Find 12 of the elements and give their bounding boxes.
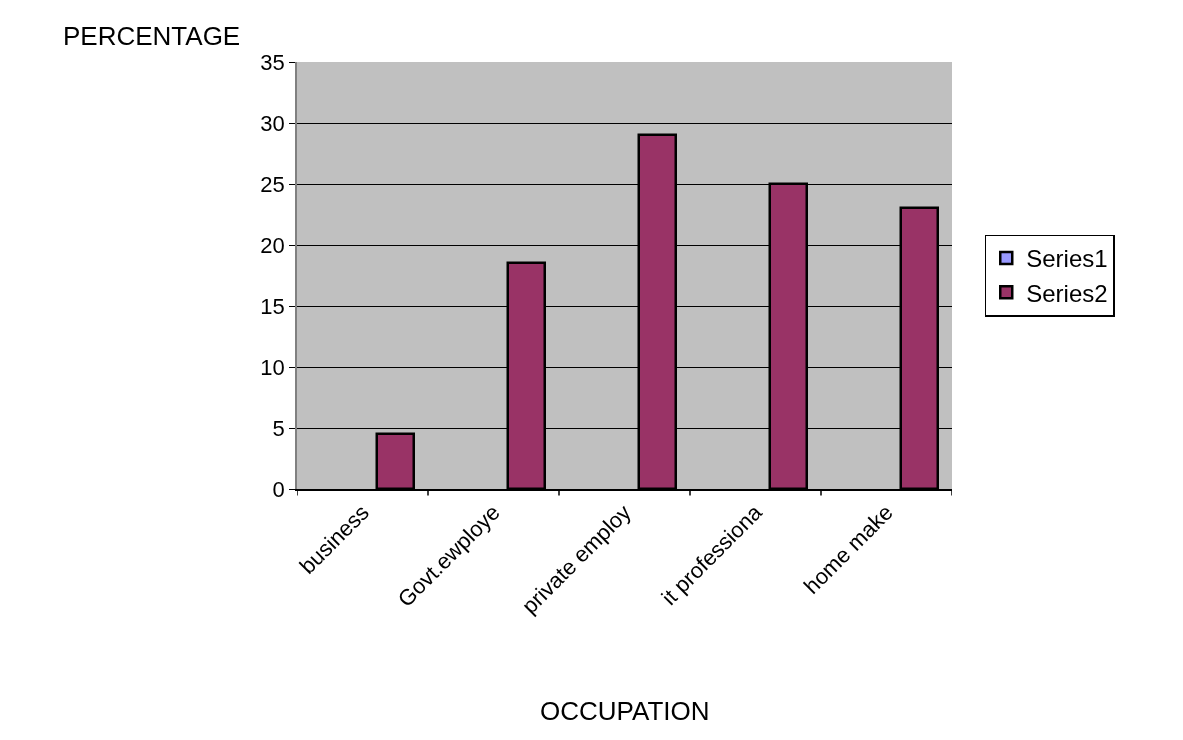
y-tick-label: 0 (272, 476, 285, 502)
y-tick-label: 15 (260, 293, 285, 319)
y-tick-label: 5 (272, 415, 285, 441)
y-tick-label: 10 (260, 354, 285, 380)
legend-label: Series1 (1026, 245, 1108, 273)
y-tick-label: 35 (260, 49, 285, 75)
y-axis-title: PERCENTAGE (63, 21, 241, 51)
y-tick-label: 30 (260, 110, 285, 136)
y-tick-label: 20 (260, 232, 285, 258)
y-tick-label: 25 (260, 171, 285, 197)
x-axis-title: OCCUPATION (540, 696, 710, 726)
legend-label: Series2 (1026, 279, 1108, 307)
